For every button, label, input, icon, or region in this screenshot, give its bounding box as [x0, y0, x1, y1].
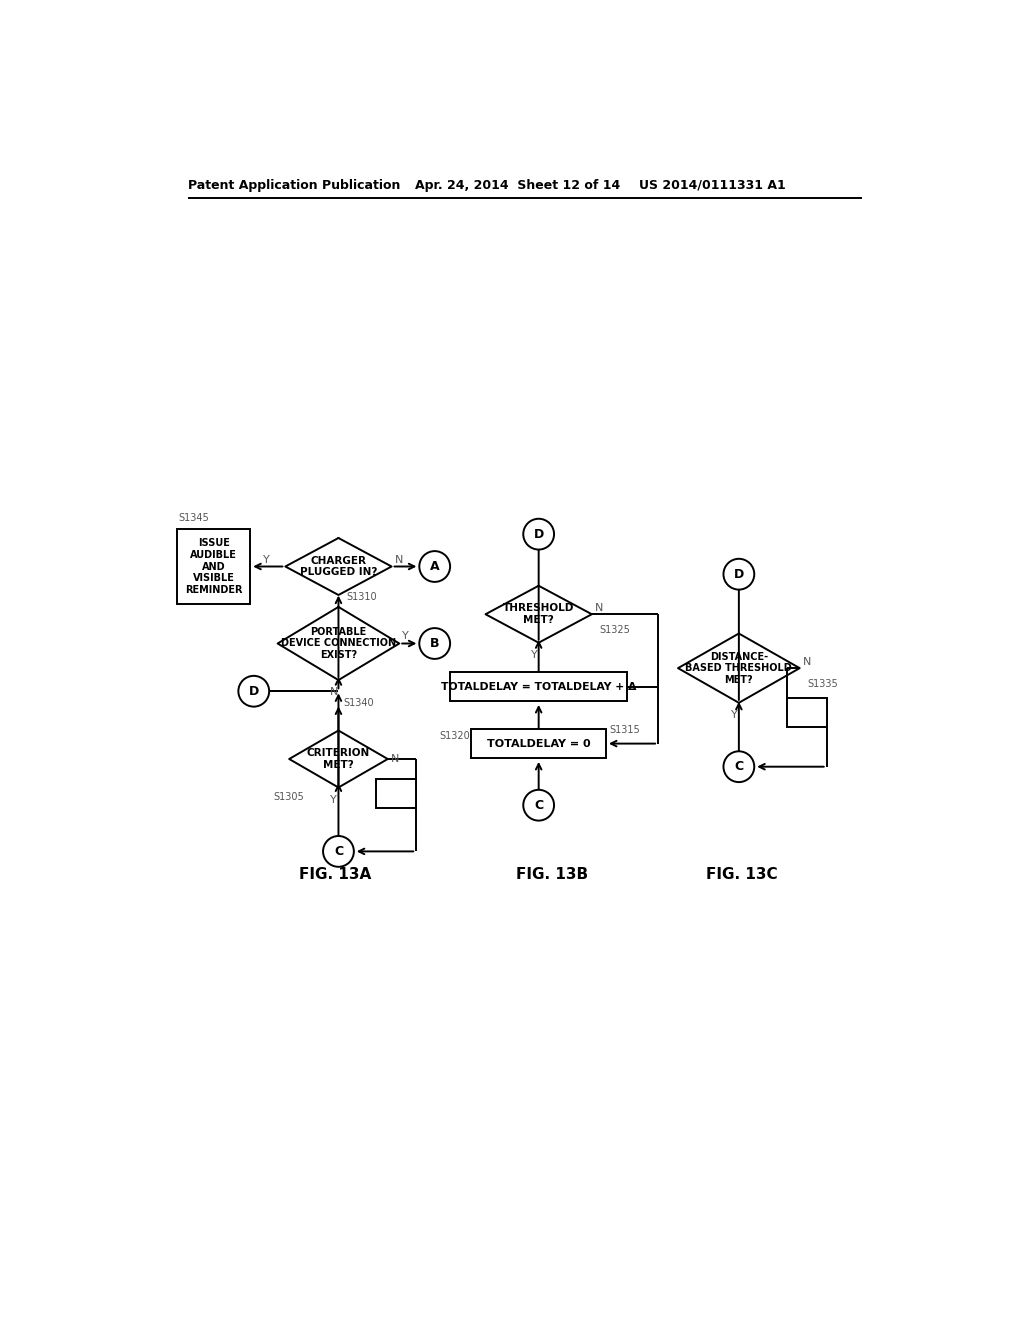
FancyBboxPatch shape: [471, 729, 606, 758]
Circle shape: [523, 519, 554, 549]
Text: FIG. 13A: FIG. 13A: [299, 867, 372, 883]
Text: DISTANCE-
BASED THRESHOLD
MET?: DISTANCE- BASED THRESHOLD MET?: [685, 652, 793, 685]
Text: S1315: S1315: [609, 725, 640, 735]
Text: N: N: [803, 657, 811, 667]
Text: Y: Y: [263, 556, 270, 565]
Text: Y: Y: [731, 710, 737, 721]
Text: B: B: [430, 638, 439, 649]
Text: ISSUE
AUDIBLE
AND
VISIBLE
REMINDER: ISSUE AUDIBLE AND VISIBLE REMINDER: [185, 539, 243, 595]
Text: D: D: [249, 685, 259, 698]
Text: C: C: [334, 845, 343, 858]
Text: S1305: S1305: [273, 792, 304, 803]
Text: C: C: [734, 760, 743, 774]
Text: Y: Y: [402, 631, 410, 640]
Text: S1340: S1340: [343, 698, 374, 708]
FancyBboxPatch shape: [786, 698, 826, 727]
Text: US 2014/0111331 A1: US 2014/0111331 A1: [639, 178, 785, 191]
Text: S1310: S1310: [346, 593, 377, 602]
Text: D: D: [734, 568, 744, 581]
Circle shape: [239, 676, 269, 706]
Circle shape: [724, 558, 755, 590]
Text: N: N: [394, 556, 403, 565]
Text: N: N: [330, 688, 338, 697]
Text: S1320: S1320: [439, 731, 470, 741]
Text: C: C: [535, 799, 543, 812]
Circle shape: [523, 789, 554, 821]
Circle shape: [323, 836, 354, 867]
FancyBboxPatch shape: [177, 529, 250, 605]
Text: Apr. 24, 2014  Sheet 12 of 14: Apr. 24, 2014 Sheet 12 of 14: [416, 178, 621, 191]
FancyBboxPatch shape: [451, 672, 628, 701]
Text: TOTALDELAY = 0: TOTALDELAY = 0: [486, 739, 591, 748]
FancyBboxPatch shape: [376, 779, 416, 808]
Text: CHARGER
PLUGGED IN?: CHARGER PLUGGED IN?: [300, 556, 377, 577]
Text: THRESHOLD
MET?: THRESHOLD MET?: [503, 603, 574, 626]
Text: S1335: S1335: [807, 678, 838, 689]
Circle shape: [419, 628, 451, 659]
Text: FIG. 13C: FIG. 13C: [706, 867, 777, 883]
Text: D: D: [534, 528, 544, 541]
Text: TOTALDELAY = TOTALDELAY + Δ: TOTALDELAY = TOTALDELAY + Δ: [441, 681, 636, 692]
Circle shape: [724, 751, 755, 781]
Text: N: N: [391, 754, 399, 764]
Text: Y: Y: [530, 649, 538, 660]
Text: PORTABLE
DEVICE CONNECTION
EXIST?: PORTABLE DEVICE CONNECTION EXIST?: [281, 627, 396, 660]
Text: N: N: [595, 603, 603, 612]
Text: FIG. 13B: FIG. 13B: [516, 867, 589, 883]
Text: Y: Y: [331, 795, 337, 805]
Text: A: A: [430, 560, 439, 573]
Text: Patent Application Publication: Patent Application Publication: [188, 178, 400, 191]
Text: CRITERION
MET?: CRITERION MET?: [307, 748, 370, 770]
Circle shape: [419, 552, 451, 582]
Text: S1325: S1325: [599, 624, 631, 635]
Text: S1345: S1345: [178, 513, 210, 523]
